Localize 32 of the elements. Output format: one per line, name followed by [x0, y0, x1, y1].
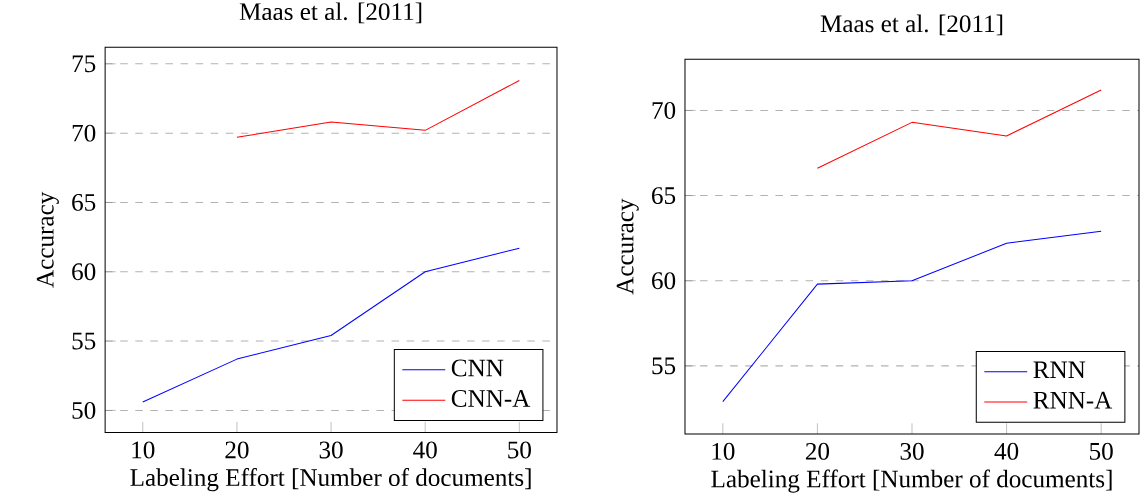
legend-label: CNN [451, 359, 504, 377]
x-tick-label: 10 [712, 442, 735, 460]
x-tick-label: 10 [132, 441, 155, 459]
y-tick-label: 75 [72, 55, 96, 73]
x-tick-label: 30 [319, 441, 343, 459]
y-tick-label: 50 [72, 401, 96, 419]
x-tick-label: 40 [994, 442, 1019, 460]
y-tick-label: 60 [72, 263, 96, 281]
chart-title: Maas et al. [2011] [239, 2, 422, 24]
line-series [236, 79, 520, 138]
x-tick-label: 50 [508, 441, 531, 459]
x-tick-label: 30 [900, 442, 924, 460]
y-tick-label: 60 [652, 272, 676, 290]
legend-label: RNN-A [1033, 391, 1113, 409]
chart-title: Maas et al. [2011] [820, 14, 1003, 36]
x-tick-label: 50 [1090, 442, 1113, 460]
x-tick-label: 20 [225, 441, 249, 459]
y-tick-label: 70 [72, 124, 96, 142]
legend-label: RNN [1033, 361, 1086, 378]
x-axis-title: Labeling Effort [Number of documents] [711, 469, 1112, 493]
x-tick-label: 20 [805, 442, 830, 460]
y-tick-label: 65 [72, 193, 96, 211]
y-tick-label: 70 [652, 101, 676, 119]
x-tick-label: 40 [413, 441, 437, 459]
line-series [816, 89, 1102, 169]
y-axis-title: Accuracy [36, 191, 59, 288]
y-axis-title: Accuracy [616, 198, 639, 295]
y-tick-label: 65 [652, 187, 676, 204]
x-axis-title: Labeling Effort [Number of documents] [130, 468, 531, 492]
y-tick-label: 55 [72, 332, 96, 350]
legend-label: CNN-A [451, 390, 531, 407]
y-tick-label: 55 [652, 357, 676, 375]
